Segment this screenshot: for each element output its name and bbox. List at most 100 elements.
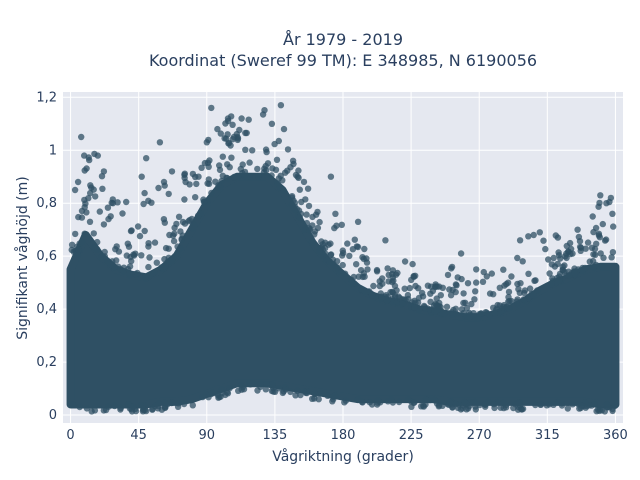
data-point xyxy=(452,400,459,408)
data-point xyxy=(530,231,537,239)
data-point xyxy=(188,215,195,223)
data-point xyxy=(443,303,451,310)
data-point xyxy=(382,237,389,244)
data-point xyxy=(311,395,318,402)
data-point xyxy=(422,396,429,403)
data-point xyxy=(304,185,312,192)
data-point xyxy=(601,408,608,415)
data-point xyxy=(370,282,377,290)
data-point xyxy=(86,218,94,225)
data-point xyxy=(224,174,231,182)
data-point xyxy=(521,287,529,294)
data-point xyxy=(525,233,532,240)
data-point xyxy=(191,222,198,229)
data-point xyxy=(182,178,189,186)
data-point xyxy=(174,243,181,250)
data-point xyxy=(125,243,133,250)
data-point xyxy=(243,173,250,180)
data-point xyxy=(90,230,98,237)
data-point xyxy=(112,246,119,253)
data-point xyxy=(180,400,188,408)
data-point xyxy=(500,266,507,273)
data-point xyxy=(566,271,573,279)
data-point xyxy=(109,200,117,207)
data-point xyxy=(514,254,521,262)
data-point xyxy=(600,254,607,261)
data-point xyxy=(490,401,497,408)
y-tick-label: 0,8 xyxy=(36,196,57,211)
data-point xyxy=(219,153,226,160)
data-point xyxy=(99,185,106,192)
data-point xyxy=(123,252,130,259)
data-point xyxy=(374,401,381,408)
data-point xyxy=(583,402,591,410)
data-point xyxy=(472,288,479,295)
data-point xyxy=(88,408,95,415)
data-point xyxy=(361,288,368,295)
x-tick-label: 225 xyxy=(399,428,424,443)
data-point xyxy=(149,405,156,413)
x-tick-label: 180 xyxy=(331,428,356,443)
data-point xyxy=(138,252,145,259)
data-point xyxy=(564,405,571,412)
data-point xyxy=(339,261,346,269)
data-point xyxy=(75,246,82,253)
data-point xyxy=(123,198,130,206)
data-point xyxy=(418,289,426,297)
data-point xyxy=(548,261,556,268)
data-point xyxy=(421,303,428,311)
data-point xyxy=(446,398,454,406)
data-point xyxy=(81,152,88,159)
data-point xyxy=(82,200,89,207)
data-point xyxy=(453,282,460,289)
data-point xyxy=(569,401,576,408)
data-point xyxy=(586,258,593,265)
data-point xyxy=(478,310,485,317)
data-point xyxy=(543,402,550,409)
data-point xyxy=(68,246,75,254)
data-point xyxy=(168,399,176,406)
data-point xyxy=(530,291,537,299)
data-point xyxy=(262,162,269,170)
data-point xyxy=(603,200,610,207)
data-point xyxy=(257,380,264,387)
data-point xyxy=(476,401,483,409)
data-point xyxy=(227,142,234,149)
data-point xyxy=(91,243,98,251)
data-point xyxy=(582,245,589,252)
data-point xyxy=(576,243,584,251)
data-point xyxy=(512,401,519,408)
data-point xyxy=(100,221,108,228)
data-point xyxy=(192,173,199,181)
data-point xyxy=(270,388,277,395)
data-point xyxy=(136,232,144,240)
data-point xyxy=(331,224,338,232)
data-point xyxy=(389,278,396,286)
data-point xyxy=(545,256,552,263)
data-point xyxy=(280,187,287,194)
data-point xyxy=(331,392,338,400)
data-point xyxy=(389,289,396,296)
data-point xyxy=(346,252,353,260)
data-point xyxy=(354,396,362,403)
data-point xyxy=(189,402,196,409)
data-point xyxy=(284,146,292,153)
data-point xyxy=(519,258,526,265)
data-point xyxy=(162,262,169,270)
data-point xyxy=(518,406,526,413)
data-point xyxy=(485,398,492,406)
data-point xyxy=(193,180,200,188)
data-point xyxy=(590,251,597,258)
data-point xyxy=(384,293,392,301)
y-tick-label: 0 xyxy=(49,408,57,423)
data-point xyxy=(87,182,94,189)
data-point xyxy=(94,238,101,246)
data-point xyxy=(550,254,557,262)
data-point xyxy=(141,227,148,235)
data-point xyxy=(399,300,406,307)
data-point xyxy=(505,288,513,296)
data-point xyxy=(98,173,106,180)
data-point xyxy=(332,210,339,217)
data-point xyxy=(96,208,104,215)
data-point xyxy=(409,260,416,268)
